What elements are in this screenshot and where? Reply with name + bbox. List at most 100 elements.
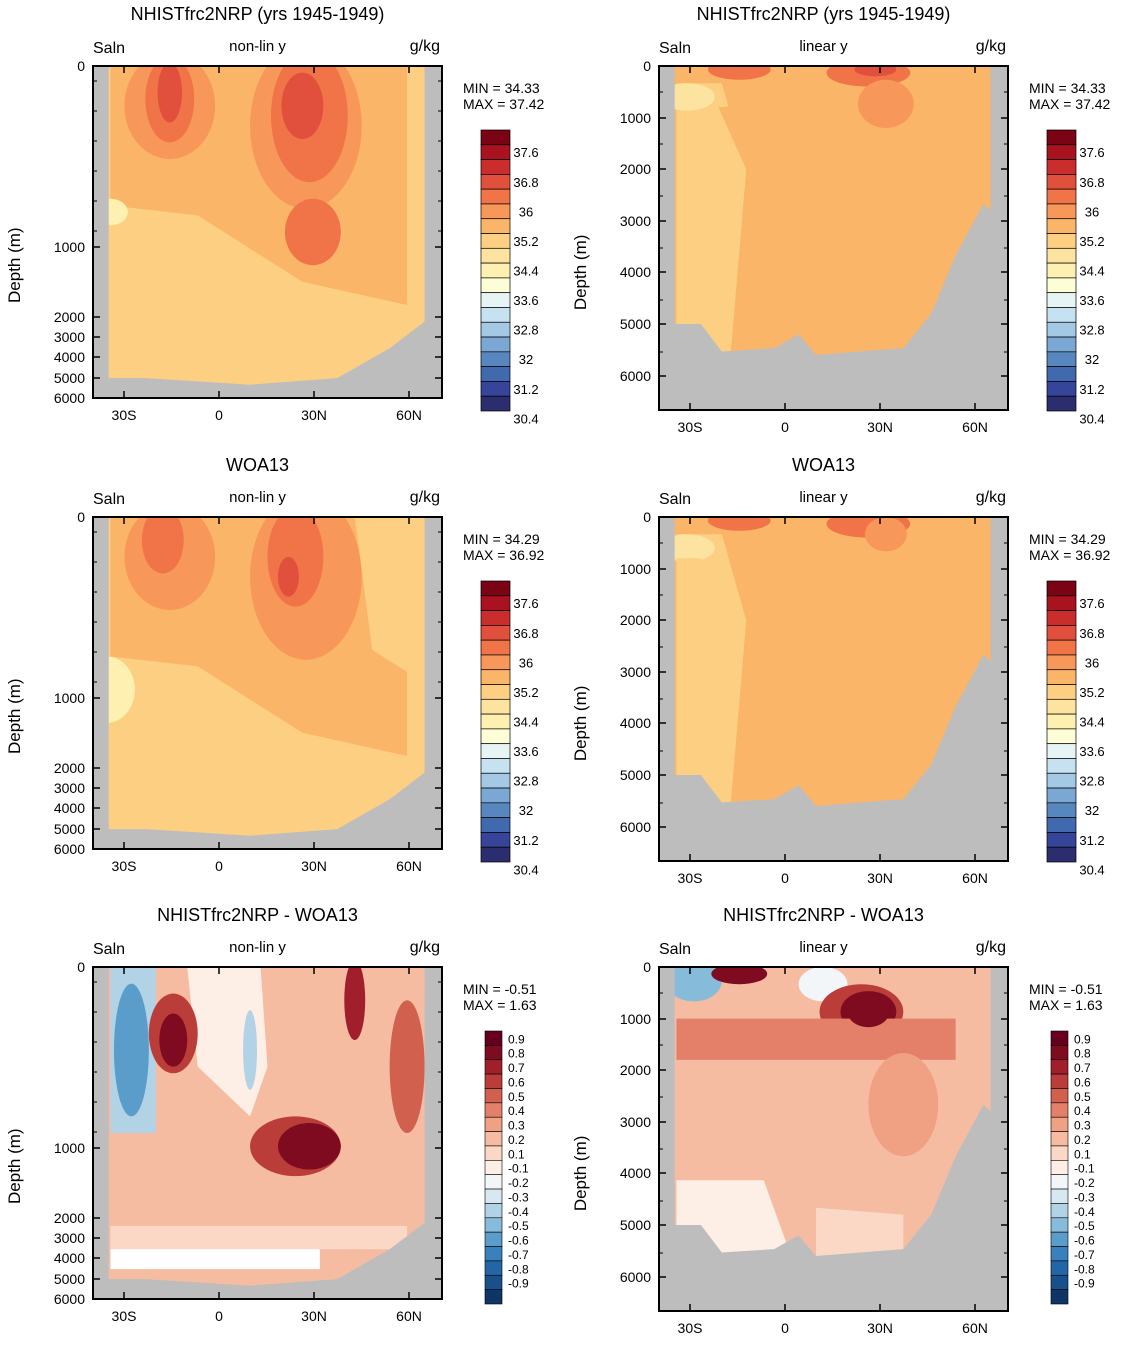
colorbar-label: 0.2 — [1074, 1133, 1091, 1147]
contour-field — [93, 967, 442, 1299]
colorbar-label: 0.9 — [508, 1032, 525, 1046]
colorbar-label: 30.4 — [513, 862, 538, 877]
left-label: Saln — [659, 491, 691, 508]
colorbar-swatch — [1046, 247, 1077, 264]
colorbar-label: 35.2 — [513, 234, 538, 249]
colorbar-swatch — [480, 351, 511, 367]
colorbar-swatch — [480, 381, 511, 397]
colorbar-label: -0.8 — [508, 1262, 529, 1276]
colorbar-swatch — [484, 1102, 503, 1118]
y-tick-label: 3000 — [54, 780, 85, 796]
colorbar-label: -0.1 — [508, 1162, 529, 1176]
colorbar-label: 0.6 — [508, 1075, 525, 1089]
max-label: MAX = 1.63 — [463, 997, 537, 1013]
colorbar-label: 32 — [519, 352, 533, 367]
max-label: MAX = 1.63 — [1029, 997, 1103, 1013]
x-tick-label: 0 — [215, 407, 223, 423]
colorbar-swatch — [1046, 129, 1077, 146]
colorbar-label: 0.4 — [1074, 1104, 1091, 1118]
colorbar-label: 35.2 — [513, 685, 538, 700]
colorbar-label: -0.9 — [1074, 1277, 1095, 1291]
colorbar-swatch — [1046, 684, 1077, 700]
colorbar-swatch — [480, 366, 511, 382]
colorbar-swatch — [484, 1030, 503, 1046]
colorbar-label: 31.2 — [513, 382, 538, 397]
colorbar-swatch — [480, 144, 511, 160]
colorbar-label: 36.8 — [513, 626, 538, 641]
plot-frame — [658, 65, 1009, 411]
colorbar-swatch — [1050, 1260, 1069, 1276]
colorbar-swatch — [484, 1174, 503, 1190]
y-tick-label: 5000 — [620, 316, 651, 332]
y-tick-label: 6000 — [620, 1269, 651, 1285]
colorbar-swatch — [1046, 395, 1077, 412]
colorbar-swatch — [1050, 1045, 1069, 1061]
colorbar-swatch — [480, 233, 511, 249]
center-label: non-lin y — [229, 489, 286, 506]
min-label: MIN = -0.51 — [1029, 981, 1103, 997]
colorbar-swatch — [1046, 669, 1077, 685]
colorbar-swatch — [480, 832, 511, 848]
colorbar-swatch — [484, 1045, 503, 1061]
colorbar-swatch — [1046, 743, 1077, 759]
colorbar-swatch — [480, 203, 511, 220]
x-tick-label: 60N — [962, 419, 988, 435]
colorbar-swatch — [1046, 698, 1077, 715]
y-axis-label: Depth (m) — [5, 227, 24, 303]
colorbar-swatch — [1046, 713, 1077, 730]
colorbar-label: 0.5 — [1074, 1090, 1091, 1104]
colorbar-swatch — [480, 595, 511, 611]
colorbar-swatch — [1046, 802, 1077, 818]
plot-frame — [92, 516, 443, 850]
colorbar-label: 30.4 — [513, 411, 538, 426]
colorbar-swatch — [480, 174, 511, 190]
colorbar-label: 35.2 — [1079, 685, 1104, 700]
colorbar-label: 0.7 — [508, 1061, 525, 1075]
colorbar-label: 0.5 — [508, 1090, 525, 1104]
colorbar-swatch — [1046, 625, 1077, 641]
panel-title: NHISTfrc2NRP - WOA13 — [723, 905, 924, 925]
colorbar-label: 31.2 — [1079, 382, 1104, 397]
colorbar-label: 33.6 — [1079, 293, 1104, 308]
colorbar-swatch — [1050, 1145, 1069, 1161]
colorbar-swatch — [1050, 1102, 1069, 1118]
panel-title: WOA13 — [792, 455, 855, 475]
colorbar-swatch — [1046, 580, 1077, 597]
panel-title: NHISTfrc2NRP - WOA13 — [157, 905, 358, 925]
colorbar-swatch — [484, 1073, 503, 1089]
colorbar-label: -0.5 — [508, 1219, 529, 1233]
colorbar-label: 36 — [1085, 655, 1099, 670]
colorbar: 37.6 36.8 36 35.2 34.4 33.6 32.8 32 31.2 30.4 — [1046, 129, 1105, 426]
colorbar-swatch — [484, 1131, 503, 1147]
colorbar-swatch — [1046, 307, 1077, 323]
colorbar-label: -0.2 — [508, 1176, 529, 1190]
x-tick-label: 30S — [112, 858, 137, 874]
colorbar-swatch — [1050, 1088, 1069, 1104]
colorbar-swatch — [1046, 787, 1077, 804]
colorbar-label: 32 — [519, 803, 533, 818]
colorbar-label: 37.6 — [513, 596, 538, 611]
y-tick-label: 3000 — [620, 1114, 651, 1130]
left-label: Saln — [93, 40, 125, 57]
y-tick-label: 2000 — [54, 1210, 85, 1226]
colorbar-swatch — [1046, 351, 1077, 367]
colorbar-label: 30.4 — [1079, 411, 1104, 426]
colorbar-swatch — [484, 1231, 503, 1247]
x-tick-label: 60N — [962, 1320, 988, 1336]
colorbar-swatch — [1046, 292, 1077, 308]
left-label: Saln — [659, 40, 691, 57]
land-mask — [93, 66, 442, 398]
colorbar-label: 36 — [519, 655, 533, 670]
colorbar-label: 33.6 — [513, 293, 538, 308]
colorbar-swatch — [1050, 1203, 1069, 1219]
colorbar-label: 31.2 — [513, 833, 538, 848]
x-tick-label: 0 — [781, 870, 789, 886]
colorbar-label: 32.8 — [513, 774, 538, 789]
y-axis-label: Depth (m) — [571, 235, 590, 311]
y-tick-label: 1000 — [620, 110, 651, 126]
y-tick-label: 0 — [643, 959, 651, 975]
x-tick-label: 60N — [396, 407, 422, 423]
colorbar-label: 34.4 — [513, 715, 538, 730]
colorbar-label: 34.4 — [1079, 715, 1104, 730]
y-axis-label: Depth (m) — [571, 686, 590, 762]
